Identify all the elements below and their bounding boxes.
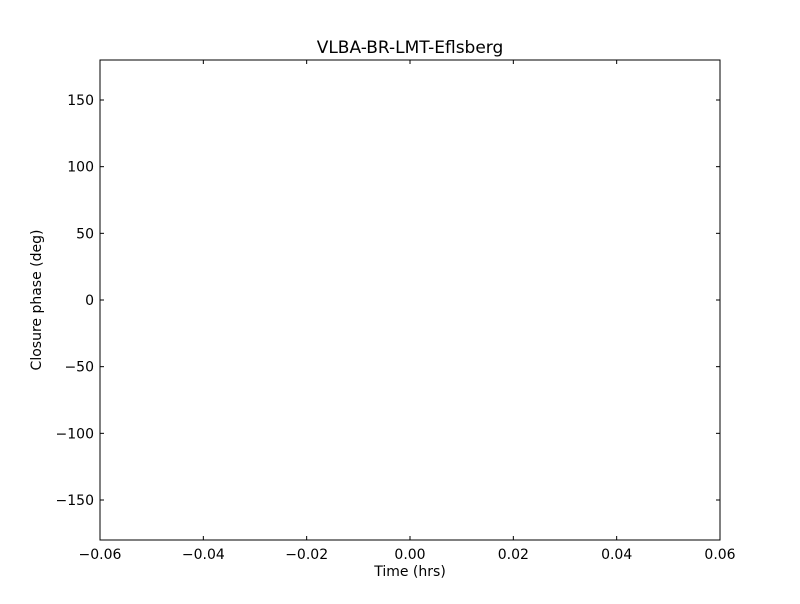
x-tick-label: −0.04 [182, 547, 225, 563]
y-tick-label: −150 [56, 493, 94, 509]
y-tick-label: 150 [67, 93, 94, 109]
x-tick-label: 0.00 [394, 547, 425, 563]
y-tick-label: −100 [56, 426, 94, 442]
x-tick-label: 0.02 [498, 547, 529, 563]
y-axis-label: Closure phase (deg) [29, 230, 45, 371]
x-tick-label: −0.02 [285, 547, 328, 563]
y-tick-label: 0 [85, 293, 94, 309]
x-axis-label: Time (hrs) [373, 564, 446, 580]
y-tick-label: −50 [64, 360, 94, 376]
y-tick-label: 100 [67, 160, 94, 176]
y-tick-label: 50 [76, 226, 94, 242]
x-tick-label: 0.04 [601, 547, 632, 563]
x-tick-label: −0.06 [79, 547, 122, 563]
x-tick-label: 0.06 [704, 547, 735, 563]
plot-area [99, 59, 721, 541]
chart-title: VLBA-BR-LMT-Eflsberg [317, 38, 504, 58]
